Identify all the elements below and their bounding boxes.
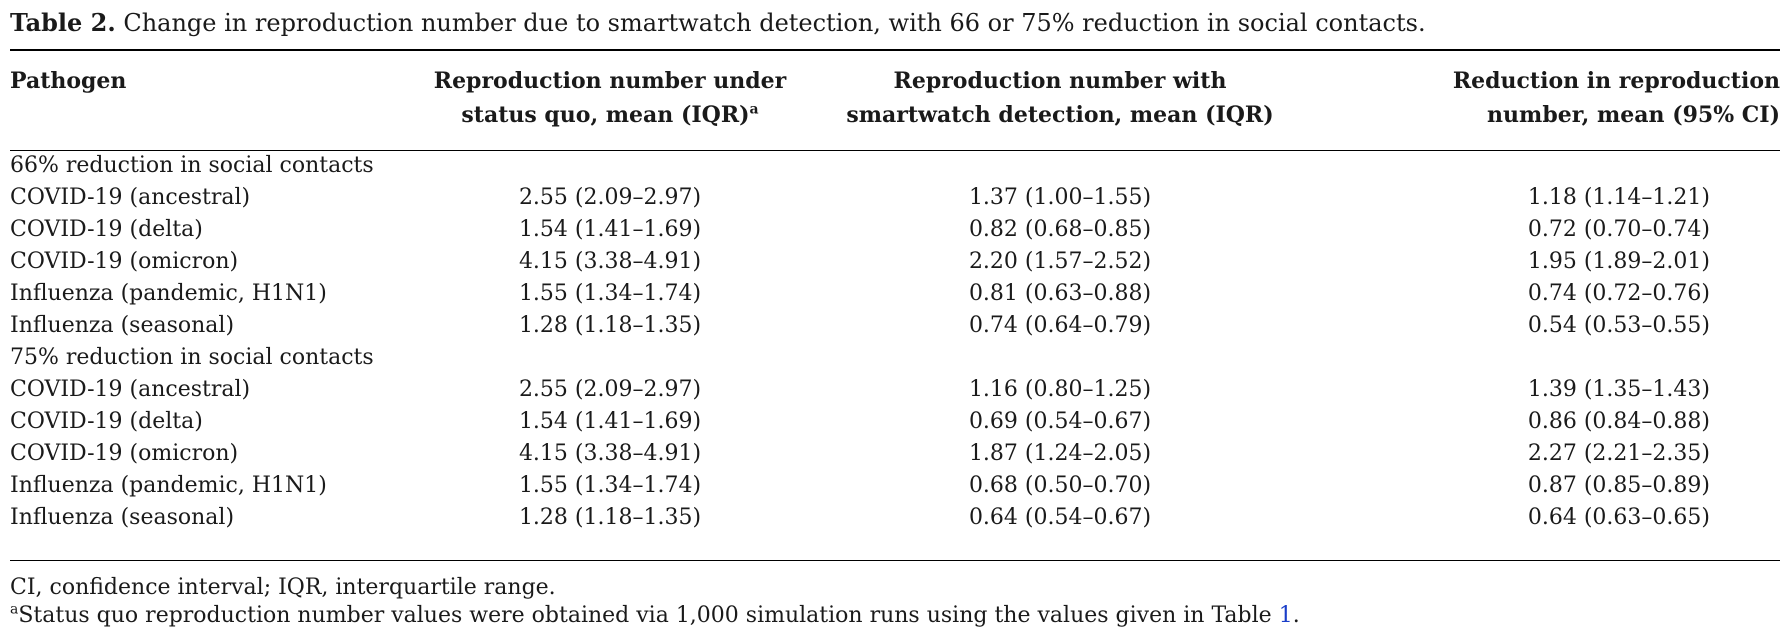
cell-pathogen: Influenza (seasonal) (10, 313, 235, 338)
footnote-marker: a (10, 601, 19, 618)
cell-pathogen: COVID-19 (delta) (10, 217, 203, 242)
footnote-end: . (1292, 603, 1300, 628)
cell-pathogen: COVID-19 (omicron) (10, 249, 239, 274)
header-pathogen: Pathogen (10, 64, 390, 150)
table-body: 66% reduction in social contacts COVID-19… (10, 150, 1780, 534)
table-row: COVID-19 (delta) 1.54 (1.41–1.69) 0.82 (0.… (10, 214, 1780, 246)
section-header-row: 66% reduction in social contacts (10, 150, 1780, 182)
cell-reduction: 0.54 (0.53–0.55) (1527, 313, 1710, 338)
cell-smartwatch: 1.87 (1.24–2.05) (968, 441, 1152, 466)
cell-reduction: 1.39 (1.35–1.43) (1527, 377, 1710, 402)
footnote-a: aStatus quo reproduction number values w… (10, 602, 1300, 630)
cell-reduction: 0.64 (0.63–0.65) (1527, 505, 1710, 530)
header-pathogen-label: Pathogen (10, 68, 127, 94)
table-row: Influenza (seasonal) 1.28 (1.18–1.35) 0.74… (10, 310, 1780, 342)
header-smartwatch-line2: smartwatch detection, mean (IQR) (846, 102, 1274, 128)
cell-status-quo: 1.54 (1.41–1.69) (518, 217, 702, 242)
header-status-quo: Reproduction number under status quo, me… (390, 64, 830, 150)
cell-status-quo: 2.55 (2.09–2.97) (518, 185, 702, 210)
cell-pathogen: COVID-19 (omicron) (10, 441, 239, 466)
header-status-quo-line1: Reproduction number under (433, 68, 787, 94)
data-table: Pathogen Reproduction number under statu… (10, 64, 1780, 534)
bottom-rule (10, 560, 1780, 561)
section-header-row: 75% reduction in social contacts (10, 342, 1780, 374)
cell-smartwatch: 1.37 (1.00–1.55) (968, 185, 1152, 210)
cell-status-quo: 1.28 (1.18–1.35) (518, 313, 702, 338)
cell-status-quo: 1.55 (1.34–1.74) (518, 281, 702, 306)
header-reduction-line2: number, mean (95% CI) (1487, 102, 1780, 128)
caption-text: Change in reproduction number due to sma… (123, 9, 1426, 37)
header-status-quo-line2: status quo, mean (IQR) (461, 102, 750, 128)
section-title: 66% reduction in social contacts (10, 153, 374, 178)
cell-reduction: 0.72 (0.70–0.74) (1527, 217, 1710, 242)
cell-pathogen: Influenza (pandemic, H1N1) (10, 473, 327, 498)
cell-status-quo: 4.15 (3.38–4.91) (518, 441, 702, 466)
table-row: Influenza (pandemic, H1N1) 1.55 (1.34–1.7… (10, 278, 1780, 310)
header-smartwatch: Reproduction number with smartwatch dete… (830, 64, 1290, 150)
table-row: COVID-19 (ancestral) 2.55 (2.09–2.97) 1.37… (10, 182, 1780, 214)
cell-smartwatch: 0.82 (0.68–0.85) (968, 217, 1152, 242)
cell-status-quo: 4.15 (3.38–4.91) (518, 249, 702, 274)
header-rule (10, 150, 1780, 151)
cell-reduction: 0.86 (0.84–0.88) (1527, 409, 1710, 434)
cell-pathogen: COVID-19 (delta) (10, 409, 203, 434)
cell-reduction: 0.74 (0.72–0.76) (1527, 281, 1710, 306)
caption-label: Table 2. (10, 8, 116, 37)
cell-reduction: 1.95 (1.89–2.01) (1527, 249, 1710, 274)
cell-reduction: 1.18 (1.14–1.21) (1527, 185, 1710, 210)
cell-status-quo: 1.54 (1.41–1.69) (518, 409, 702, 434)
cell-status-quo: 1.55 (1.34–1.74) (518, 473, 702, 498)
cell-status-quo: 2.55 (2.09–2.97) (518, 377, 702, 402)
cell-reduction: 0.87 (0.85–0.89) (1527, 473, 1710, 498)
cell-smartwatch: 0.81 (0.63–0.88) (968, 281, 1152, 306)
cell-pathogen: Influenza (pandemic, H1N1) (10, 281, 327, 306)
cell-smartwatch: 0.64 (0.54–0.67) (968, 505, 1152, 530)
table-row: COVID-19 (delta) 1.54 (1.41–1.69) 0.69 (0.… (10, 406, 1780, 438)
cell-reduction: 2.27 (2.21–2.35) (1527, 441, 1710, 466)
footnote-abbreviations: CI, confidence interval; IQR, interquart… (10, 575, 556, 600)
cell-smartwatch: 2.20 (1.57–2.52) (968, 249, 1152, 274)
header-row: Pathogen Reproduction number under statu… (10, 64, 1780, 150)
table-1-link[interactable]: 1 (1278, 603, 1293, 628)
top-rule (10, 49, 1780, 51)
table-row: COVID-19 (ancestral) 2.55 (2.09–2.97) 1.16… (10, 374, 1780, 406)
cell-pathogen: COVID-19 (ancestral) (10, 377, 251, 402)
cell-status-quo: 1.28 (1.18–1.35) (518, 505, 702, 530)
table-footnotes: CI, confidence interval; IQR, interquart… (10, 574, 1300, 630)
cell-smartwatch: 1.16 (0.80–1.25) (968, 377, 1152, 402)
header-status-quo-sup: a (749, 101, 759, 118)
header-reduction-line1: Reduction in reproduction (1452, 68, 1780, 94)
table-row: Influenza (pandemic, H1N1) 1.55 (1.34–1.7… (10, 470, 1780, 502)
cell-smartwatch: 0.74 (0.64–0.79) (968, 313, 1152, 338)
cell-pathogen: Influenza (seasonal) (10, 505, 235, 530)
cell-smartwatch: 0.69 (0.54–0.67) (968, 409, 1152, 434)
table-row: COVID-19 (omicron) 4.15 (3.38–4.91) 2.20 (… (10, 246, 1780, 278)
table-row: Influenza (seasonal) 1.28 (1.18–1.35) 0.64… (10, 502, 1780, 534)
header-smartwatch-line1: Reproduction number with (893, 68, 1227, 94)
footnote-text: Status quo reproduction number values we… (18, 603, 1279, 628)
header-reduction: Reduction in reproduction number, mean (… (1290, 64, 1780, 150)
table-row: COVID-19 (omicron) 4.15 (3.38–4.91) 1.87 (… (10, 438, 1780, 470)
section-title: 75% reduction in social contacts (10, 345, 374, 370)
table-caption: Table 2. Change in reproduction number d… (10, 6, 1426, 40)
cell-pathogen: COVID-19 (ancestral) (10, 185, 251, 210)
cell-smartwatch: 0.68 (0.50–0.70) (968, 473, 1152, 498)
